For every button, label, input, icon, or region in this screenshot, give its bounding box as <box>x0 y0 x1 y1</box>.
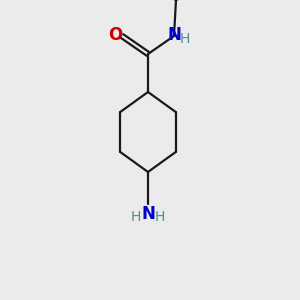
Text: H: H <box>131 210 141 224</box>
Text: H: H <box>180 32 190 46</box>
Text: N: N <box>141 205 155 223</box>
Text: O: O <box>108 26 122 44</box>
Text: H: H <box>155 210 165 224</box>
Text: N: N <box>167 26 181 44</box>
